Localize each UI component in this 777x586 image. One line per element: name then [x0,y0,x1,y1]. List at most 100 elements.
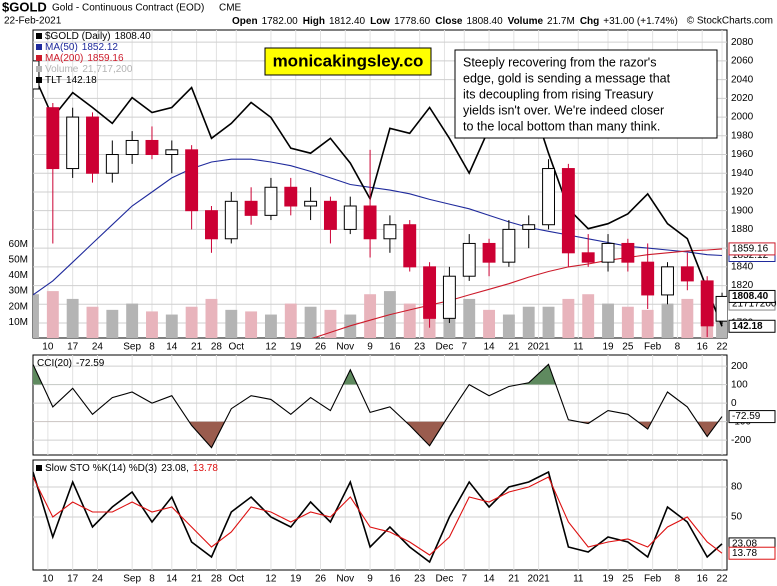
x-tick-label: 12 [265,574,277,585]
x-tick-label: 24 [92,342,104,353]
candle-body [244,200,258,216]
quote-value: 1812.40 [329,16,366,27]
panel: 50 80 10 17 24 Sep 8 14 21 28 Oct 12 19 26 Nov 9 16 23 Dec… [32,459,776,585]
candle-body [343,205,357,230]
legend-value: -72.59 [76,358,105,369]
volume-bar [106,309,119,338]
candle-body [304,200,318,207]
legend-title: Slow STO %K(14) %D(3) [45,463,157,474]
volume-tick-label: 60M [9,239,28,250]
value-tag: 1808.40 [732,291,769,302]
legend-entry: $GOLD (Daily) 1808.40 [45,31,151,42]
legend-value: 142.18 [66,75,97,86]
candle-body [423,266,437,319]
candle-body [581,252,595,263]
legend-entry: CCI(20) -72.59 [37,358,105,369]
x-tick-label: 8 [675,342,681,353]
x-tick-label: 14 [166,342,178,353]
candle-body [105,154,119,174]
note: Steeply recovering from the razor's edge,… [463,55,671,133]
legend-value: 23.08 [161,463,186,474]
volume-bar [66,298,79,338]
quote-value: 1808.40 [466,16,503,27]
volume-bar [264,314,277,338]
x-tick-label: 11 [573,342,584,353]
candle-body [86,116,99,174]
x-tick-label: Feb [644,574,662,585]
value-tag: 21717200 [732,299,777,310]
candle-body [66,116,80,170]
x-tick-label: Dec [436,574,454,585]
x-tick-label: 25 [622,342,634,353]
x-tick-label: 17 [67,342,79,353]
x-tick-label: 28 [211,342,223,353]
value-tag: 142.18 [732,321,763,332]
legend-key [36,66,42,72]
volume-tick-label: 20M [9,301,28,312]
candle-body [145,139,159,156]
x-tick-label: 16 [389,574,401,585]
volume-tick-label: 30M [9,286,28,297]
legend-key [36,33,42,39]
quote-label: High [303,16,325,27]
quote-label: Chg [580,16,599,27]
copyright: © StockCharts.com [687,16,773,27]
candle-body [542,168,555,226]
legend-key [36,44,42,50]
plot-area [33,363,723,449]
candle-body [185,149,199,212]
date: 22-Feb-2021 [4,16,62,27]
note-line: to the local bottom than many think. [463,119,660,133]
quote-value: 1778.60 [394,16,431,27]
volume-bar [403,303,416,338]
x-tick-label: 23 [414,574,426,585]
legend-key [36,465,42,471]
candle-body [383,224,397,240]
quote-value: 21.7M [547,16,575,27]
x-tick-label: 21 [191,342,203,353]
volume-bar [245,311,258,338]
legend-name: CCI(20) [37,358,72,369]
volume-bar [304,306,317,338]
candle-body [125,139,139,156]
panels: 1780180018201840186018801900192019401960… [9,29,777,585]
x-tick-label: 12 [265,342,277,353]
candle-body [680,266,694,282]
legend-entry: MA(200) 1859.16 [45,53,124,64]
x-tick-label: Oct [228,342,244,353]
y-tick-label: 1880 [731,224,754,235]
x-tick-label: 28 [211,574,223,585]
legend-name: Volume [45,64,79,75]
volume-bar [205,298,218,338]
x-tick-label: 11 [573,574,584,585]
volume-bar [582,294,595,338]
line [33,72,723,327]
candle-body [205,210,218,240]
volume-bar [33,294,39,338]
panel-frame [32,354,728,456]
quote-item: Volume 21.7M [508,16,575,27]
line [33,363,723,449]
legend-key [36,55,42,61]
volume-bar [641,309,654,338]
x-tick-label: Oct [228,574,244,585]
note-line: Steeply recovering from the razor's [463,55,656,69]
candle-body [641,261,655,296]
volume-bar [483,309,496,338]
volume-bar [126,303,139,338]
legend-entry: MA(50) 1852.12 [45,42,118,53]
volume-bar [46,291,59,338]
legend-key [36,77,42,83]
volume-bar [185,306,198,338]
quote-item: Close 1808.40 [435,16,503,27]
volume-bar [364,294,377,338]
volume-bar [165,314,178,338]
candle-body [621,242,635,263]
y-tick-label: 1900 [731,205,754,216]
candle-body [661,266,674,296]
x-tick-label: 23 [414,342,426,353]
x-tick-label: 21 [508,342,520,353]
x-tick-label: 26 [315,342,327,353]
legend-entry: TLT 142.18 [45,75,97,86]
